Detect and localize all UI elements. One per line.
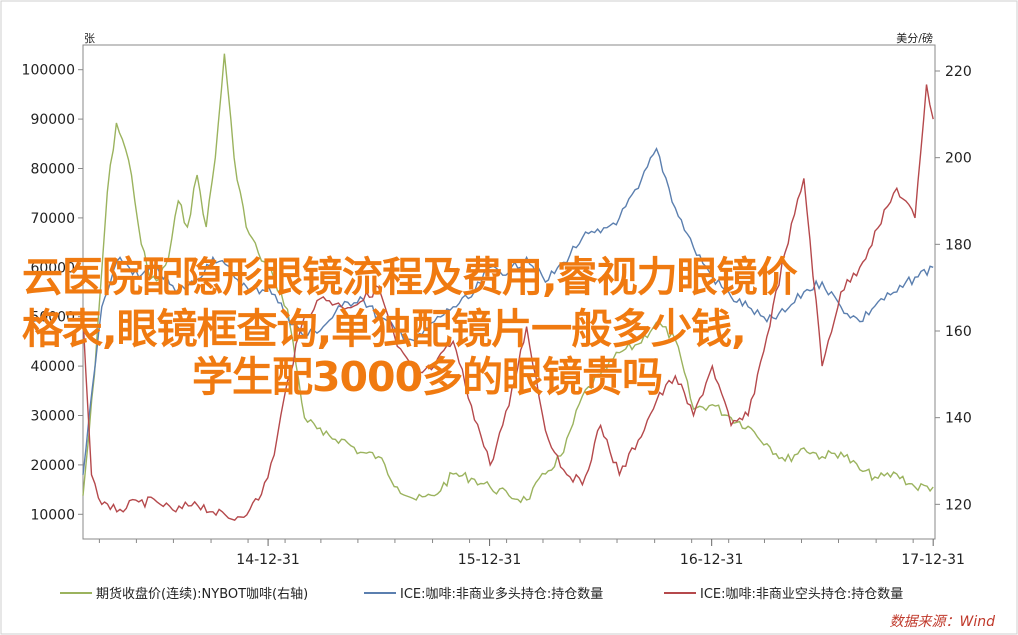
overlay-line-3: 学生配3000多的眼镜贵吗 [192,353,662,401]
series-line-2 [82,147,934,475]
right-tick-label: 160 [945,324,972,340]
right-tick-label: 120 [945,497,972,513]
right-axis-unit: 美分/磅 [896,31,933,45]
x-tick-label: 14-12-31 [236,552,300,568]
legend: 期货收盘价(连续):NYBOT咖啡(右轴) ICE:咖啡:非商业多头持仓:持仓数… [60,586,903,602]
left-tick-label: 40000 [30,359,75,375]
source-note: 数据来源：Wind [890,614,996,630]
left-tick-label: 60000 [30,260,75,276]
legend-label-1: 期货收盘价(连续):NYBOT咖啡(右轴) [96,586,308,602]
left-axis-unit: 张 [84,32,95,45]
left-tick-label: 30000 [30,409,75,425]
right-axis: 120 140 160 180 200 220 [935,64,972,513]
legend-label-2: ICE:咖啡:非商业多头持仓:持仓数量 [400,586,603,602]
series-line-3 [82,84,934,522]
overlay-line-1: 云医院配隐形眼镜流程及费用,睿视力眼镜价 [22,253,798,301]
x-tick-label: 16-12-31 [680,552,744,568]
series-line-1 [82,53,934,504]
left-tick-label: 100000 [22,63,75,79]
left-axis: 10000 20000 30000 40000 50000 60000 70000 80000… [22,63,83,523]
overlay-line-2: 格表,眼镜框查询,单独配镜片一般多少钱, [22,305,746,353]
plot-area [82,44,936,540]
left-tick-label: 90000 [30,112,75,128]
overlay-text: 云医院配隐形眼镜流程及费用,睿视力眼镜价 格表,眼镜框查询,单独配镜片一般多少钱… [22,253,799,401]
left-tick-label: 10000 [30,507,75,523]
left-tick-label: 70000 [30,211,75,227]
right-tick-label: 180 [945,237,972,253]
right-tick-label: 140 [945,411,972,427]
left-tick-label: 20000 [30,458,75,474]
right-tick-label: 220 [945,64,972,80]
series-layer [82,53,934,522]
x-axis: 14-12-31 15-12-31 16-12-31 17-12-31 [98,539,965,568]
x-tick-label: 15-12-31 [458,552,522,568]
left-tick-label: 50000 [30,310,75,326]
legend-label-3: ICE:咖啡:非商业空头持仓:持仓数量 [700,587,903,602]
left-tick-label: 80000 [30,162,75,178]
x-tick-label: 17-12-31 [901,552,965,568]
right-tick-label: 200 [945,151,972,167]
